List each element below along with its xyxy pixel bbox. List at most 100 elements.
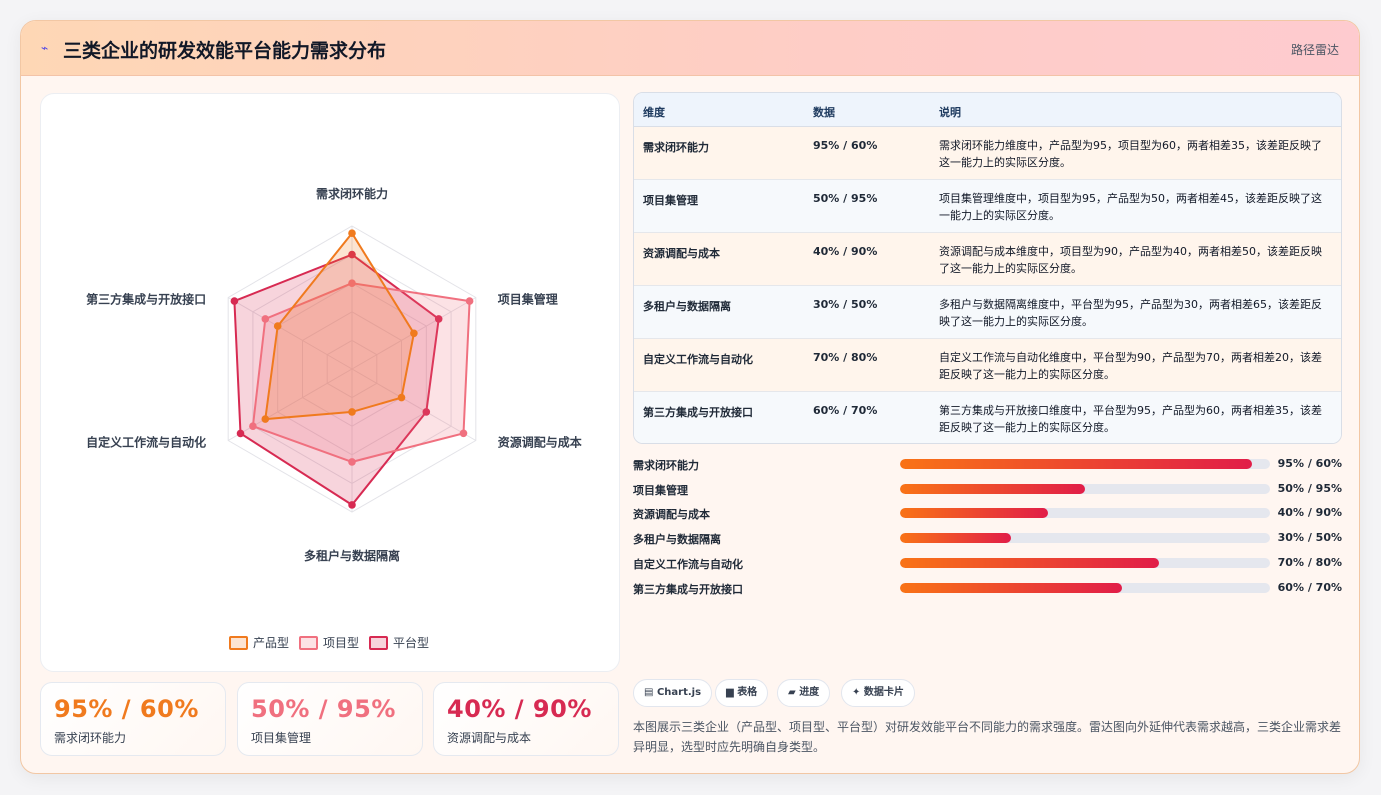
chip-label: 数据卡片 <box>863 687 904 698</box>
data-point <box>249 422 257 431</box>
data-point <box>348 279 356 287</box>
data-table: 维度 数据 说明 需求闭环能力 95% / 60% 需求闭环能力维度中，产品型为… <box>633 92 1342 444</box>
data-point <box>348 458 356 466</box>
chart-description: 本图展示三类企业（产品型、项目型、平台型）对研发效能平台不同能力的需求强度。雷达… <box>633 720 1342 754</box>
cell-data: 60% / 70% <box>813 404 878 417</box>
axis-label: 第三方集成与开放接口 <box>86 292 206 307</box>
stat-card-1: 95% / 60% 需求闭环能力 <box>40 682 226 756</box>
cell-data: 50% / 95% <box>813 192 878 205</box>
cell-data: 30% / 50% <box>813 298 878 311</box>
stat-label: 资源调配与成本 <box>447 731 532 745</box>
column-header-data: 数据 <box>813 106 835 119</box>
stat-card-2: 50% / 95% 项目集管理 <box>237 682 423 756</box>
data-point <box>273 322 282 330</box>
cell-description: 资源调配与成本维度中，项目型为90，产品型为40，两者相差50，该差距反映了这一… <box>939 245 1322 275</box>
progress-label: 自定义工作流与自动化 <box>633 558 743 571</box>
data-point <box>348 250 356 259</box>
progress-fill <box>900 484 1085 494</box>
axis-label: 项目集管理 <box>498 292 558 307</box>
axis-label: 多租户与数据隔离 <box>304 548 400 563</box>
cell-dimension: 需求闭环能力 <box>643 141 709 154</box>
grid-spoke <box>227 368 353 441</box>
header-bar: ⌁ 三类企业的研发效能平台能力需求分布 路径雷达 <box>21 21 1359 76</box>
progress-value: 40% / 90% <box>1277 506 1342 519</box>
radar-chart-panel: 需求闭环能力项目集管理资源调配与成本多租户与数据隔离 自定义工作流与自动化 第三方集… <box>40 93 620 672</box>
legend-label: 平台型 <box>393 635 429 650</box>
progress-track <box>900 558 1270 568</box>
data-point <box>459 429 468 438</box>
sparkle-icon: ✦ <box>852 687 861 698</box>
progress-track <box>900 459 1270 469</box>
data-point <box>230 297 239 305</box>
cell-description: 需求闭环能力维度中，产品型为95，项目型为60，两者相差35，该差距反映了这一能… <box>939 139 1322 169</box>
stat-value: 95% / 60% <box>54 695 199 723</box>
cell-description: 多租户与数据隔离维度中，平台型为95，产品型为30，两者相差65，该差距反映了这… <box>939 298 1322 328</box>
data-point <box>422 408 431 416</box>
data-point <box>348 408 356 416</box>
progress-fill <box>900 583 1122 593</box>
chip-table[interactable]: ▆ 表格 <box>715 679 769 707</box>
cell-description: 第三方集成与开放接口维度中，平台型为95，产品型为60，两者相差35，该差距反映… <box>939 404 1322 434</box>
progress-row: 项目集管理 50% / 95% <box>633 479 1342 499</box>
table-header: 维度 数据 说明 <box>634 93 1341 127</box>
main-card: ⌁ 三类企业的研发效能平台能力需求分布 路径雷达 需求闭环能力 项目集管理 资源调配… <box>20 20 1360 774</box>
progress-track <box>900 583 1270 593</box>
stat-value: 50% / 95% <box>251 695 396 723</box>
table-row: 项目集管理 50% / 95% 项目集管理维度中，项目型为95，产品型为50，两… <box>634 180 1341 233</box>
data-point <box>465 297 474 305</box>
axis-label: 需求闭环能力 <box>316 186 388 201</box>
data-point <box>261 315 270 323</box>
data-point <box>397 393 406 402</box>
progress-value: 70% / 80% <box>1277 556 1342 569</box>
cell-dimension: 资源调配与成本 <box>643 247 720 260</box>
progress-value: 60% / 70% <box>1277 581 1342 594</box>
table-row: 自定义工作流与自动化 70% / 80% 自定义工作流与自动化维度中，平台型为9… <box>634 339 1341 392</box>
table-row: 需求闭环能力 95% / 60% 需求闭环能力维度中，产品型为95，项目型为60… <box>634 127 1341 180</box>
cell-dimension: 项目集管理 <box>643 194 698 207</box>
cell-data: 70% / 80% <box>813 351 878 364</box>
cell-description: 项目集管理维度中，项目型为95，产品型为50，两者相差45，该差距反映了这一能力… <box>939 192 1322 222</box>
grid-spoke <box>227 297 353 370</box>
chip-chartjs[interactable]: ▤ Chart.js <box>633 679 713 707</box>
chip-label: Chart.js <box>656 687 702 698</box>
page-title: 三类企业的研发效能平台能力需求分布 <box>63 40 387 62</box>
axis-label: 资源调配与成本 <box>498 435 582 450</box>
legend-swatch <box>299 636 318 650</box>
progress-value: 95% / 60% <box>1277 457 1342 470</box>
progress-row: 自定义工作流与自动化 70% / 80% <box>633 553 1342 573</box>
table-row: 资源调配与成本 40% / 90% 资源调配与成本维度中，项目型为90，产品型为… <box>634 233 1341 286</box>
data-point <box>236 429 245 438</box>
progress-label: 需求闭环能力 <box>633 459 699 472</box>
cell-dimension: 自定义工作流与自动化 <box>643 353 753 366</box>
progress-value: 50% / 95% <box>1277 482 1342 495</box>
chart-icon: ▤ <box>644 687 654 698</box>
title-icon: ⌁ <box>41 41 49 55</box>
progress-fill <box>900 459 1252 469</box>
stat-card-3: 40% / 90% 资源调配与成本 <box>433 682 619 756</box>
axis-label: 自定义工作流与自动化 <box>86 435 206 450</box>
progress-row: 资源调配与成本 40% / 90% <box>633 503 1342 523</box>
data-point <box>348 229 356 237</box>
cell-data: 95% / 60% <box>813 139 878 152</box>
chip-label: 表格 <box>737 687 758 698</box>
stat-label: 需求闭环能力 <box>54 731 127 745</box>
progress-track <box>900 533 1270 543</box>
data-point <box>261 415 270 423</box>
progress-row: 需求闭环能力 95% / 60% <box>633 454 1342 474</box>
progress-row: 第三方集成与开放接口 60% / 70% <box>633 578 1342 598</box>
progress-value: 30% / 50% <box>1277 531 1342 544</box>
progress-track <box>900 508 1270 518</box>
table-row: 多租户与数据隔离 30% / 50% 多租户与数据隔离维度中，平台型为95，产品… <box>634 286 1341 339</box>
legend-swatch <box>369 636 388 650</box>
progress-label: 项目集管理 <box>633 484 688 497</box>
chip-data-card[interactable]: ✦ 数据卡片 <box>841 679 915 707</box>
stat-label: 项目集管理 <box>251 731 312 745</box>
data-point <box>410 329 418 338</box>
progress-label: 资源调配与成本 <box>633 508 710 521</box>
progress-icon: ▰ <box>788 687 796 698</box>
data-point <box>434 315 443 323</box>
progress-fill <box>900 533 1011 543</box>
chip-progress[interactable]: ▰ 进度 <box>777 679 831 707</box>
legend-swatch <box>229 636 248 650</box>
